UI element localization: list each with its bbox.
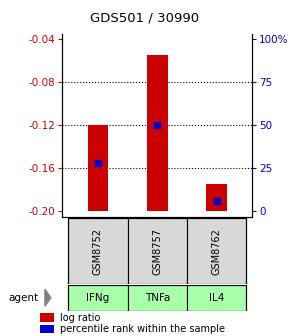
Bar — [187, 218, 246, 284]
Bar — [88, 125, 108, 211]
Bar — [187, 285, 246, 311]
Text: GSM8757: GSM8757 — [152, 228, 162, 275]
Text: TNFa: TNFa — [145, 293, 170, 303]
Text: GSM8752: GSM8752 — [93, 228, 103, 275]
Bar — [147, 55, 168, 211]
Bar — [40, 313, 53, 322]
Text: agent: agent — [9, 293, 39, 303]
Bar — [68, 285, 128, 311]
Text: IL4: IL4 — [209, 293, 224, 303]
Bar — [40, 325, 53, 333]
Text: GDS501 / 30990: GDS501 / 30990 — [90, 12, 200, 25]
Text: IFNg: IFNg — [86, 293, 110, 303]
Text: log ratio: log ratio — [60, 313, 100, 323]
Text: GSM8762: GSM8762 — [212, 228, 222, 275]
Bar — [128, 285, 187, 311]
Bar — [206, 184, 227, 211]
Text: percentile rank within the sample: percentile rank within the sample — [60, 324, 225, 334]
Bar — [68, 218, 128, 284]
Bar — [128, 218, 187, 284]
Polygon shape — [45, 289, 51, 306]
